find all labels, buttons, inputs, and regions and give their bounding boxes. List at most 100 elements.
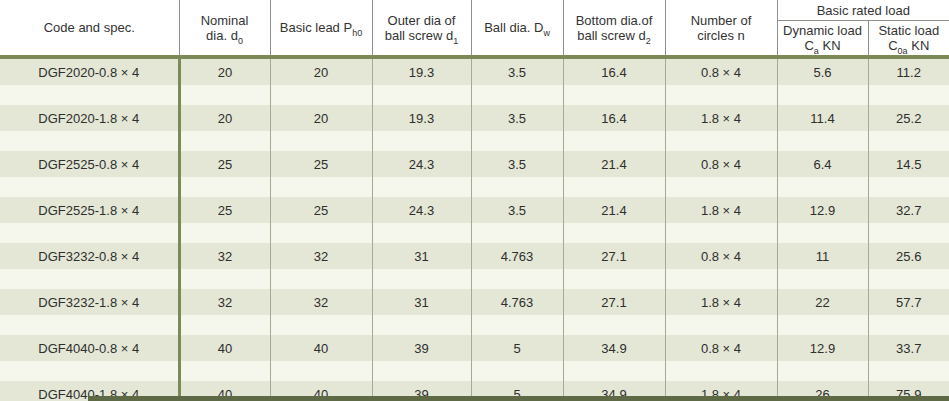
cell-nominal: 20 [179,105,270,131]
cell-static: 25.2 [868,105,949,131]
cell-code: DGF2525-0.8 × 4 [0,151,179,177]
cell-dynamic: 11 [777,243,868,269]
cell-nominal: 20 [179,57,270,85]
spacer-cell [0,315,179,335]
cell-ball: 3.5 [471,197,563,223]
subscript: 1 [453,35,458,45]
spacer-row [0,361,949,381]
spacer-cell [0,361,179,381]
table-row: DGF2525-1.8 × 4252524.33.521.41.8 × 412.… [0,197,949,223]
spacer-cell [0,131,179,151]
spacer-cell [270,131,372,151]
subscript: 2 [646,35,651,45]
spacer-cell [471,177,563,197]
cell-ball: 3.5 [471,57,563,85]
cell-dynamic: 6.4 [777,151,868,177]
cell-code: DGF4040-0.8 × 4 [0,335,179,361]
cell-circles: 0.8 × 4 [665,57,777,85]
spacer-cell [665,85,777,105]
table-row: DGF2020-1.8 × 4202019.33.516.41.8 × 411.… [0,105,949,131]
cell-circles: 0.8 × 4 [665,335,777,361]
spacer-cell [270,269,372,289]
col-header-code-label: Code and spec. [44,20,135,35]
spacer-cell [665,223,777,243]
cell-nominal: 40 [179,335,270,361]
cell-code: DGF2020-1.8 × 4 [0,105,179,131]
cell-code: DGF3232-1.8 × 4 [0,289,179,315]
spacer-cell [665,269,777,289]
spacer-cell [179,85,270,105]
table-header: Code and spec. Nominal dia. d0 Basic lea… [0,0,949,57]
spacer-cell [0,177,179,197]
cell-outer: 31 [372,243,471,269]
spacer-cell [563,315,665,335]
spacer-cell [372,361,471,381]
spacer-cell [777,223,868,243]
spacer-cell [563,361,665,381]
cell-nominal: 25 [179,197,270,223]
spacer-cell [372,223,471,243]
col-header-rated-load-group: Basic rated load [777,0,949,21]
cell-dynamic: 22 [777,289,868,315]
spacer-cell [665,361,777,381]
spacer-cell [777,361,868,381]
cell-lead: 20 [270,105,372,131]
spacer-cell [777,131,868,151]
col-header-bottom-dia: Bottom dia.of ball screw d2 [563,0,665,57]
cell-lead: 25 [270,151,372,177]
cell-ball: 4.763 [471,289,563,315]
cell-static: 11.2 [868,57,949,85]
cell-lead: 25 [270,197,372,223]
spacer-cell [0,223,179,243]
cell-static: 32.7 [868,197,949,223]
cell-bottom: 16.4 [563,105,665,131]
cell-bottom: 27.1 [563,243,665,269]
spacer-cell [0,85,179,105]
table-row: DGF3232-0.8 × 43232314.76327.10.8 × 4112… [0,243,949,269]
spacer-cell [372,131,471,151]
spacer-row [0,131,949,151]
cell-circles: 0.8 × 4 [665,243,777,269]
spacer-cell [471,361,563,381]
spacer-cell [471,223,563,243]
spacer-cell [563,85,665,105]
table-row: DGF2020-0.8 × 4202019.33.516.40.8 × 45.6… [0,57,949,85]
spacer-row [0,315,949,335]
cell-lead: 32 [270,289,372,315]
col-header-basic-lead: Basic lead Ph0 [270,0,372,57]
cell-circles: 1.8 × 4 [665,289,777,315]
subscript: 0 [238,35,243,45]
cell-outer: 19.3 [372,105,471,131]
cell-static: 33.7 [868,335,949,361]
spacer-cell [270,361,372,381]
cell-code: DGF2020-0.8 × 4 [0,57,179,85]
cell-lead: 32 [270,243,372,269]
spacer-cell [777,177,868,197]
spacer-cell [471,85,563,105]
spacer-cell [270,223,372,243]
cell-dynamic: 12.9 [777,335,868,361]
spacer-cell [179,269,270,289]
col-header-nominal-dia: Nominal dia. d0 [179,0,270,57]
table-row: DGF2525-0.8 × 4252524.33.521.40.8 × 46.4… [0,151,949,177]
table-row: DGF3232-1.8 × 43232314.76327.11.8 × 4225… [0,289,949,315]
cell-nominal: 25 [179,151,270,177]
spacer-cell [372,269,471,289]
col-header-ball-dia: Ball dia. Dw [471,0,563,57]
spacer-cell [777,269,868,289]
cell-outer: 24.3 [372,197,471,223]
spacer-cell [270,177,372,197]
col-header-dynamic-load: Dynamic load Ca KN [777,21,868,58]
table-row: DGF4040-0.8 × 4404039534.90.8 × 412.933.… [0,335,949,361]
spacer-cell [563,269,665,289]
spacer-cell [777,85,868,105]
col-header-outer-dia: Outer dia of ball screw d1 [372,0,471,57]
spacer-cell [868,131,949,151]
cell-static: 25.6 [868,243,949,269]
spacer-cell [868,177,949,197]
cell-dynamic: 12.9 [777,197,868,223]
spacer-cell [270,85,372,105]
subscript: 0a [898,46,908,56]
cell-circles: 0.8 × 4 [665,151,777,177]
spacer-cell [179,177,270,197]
